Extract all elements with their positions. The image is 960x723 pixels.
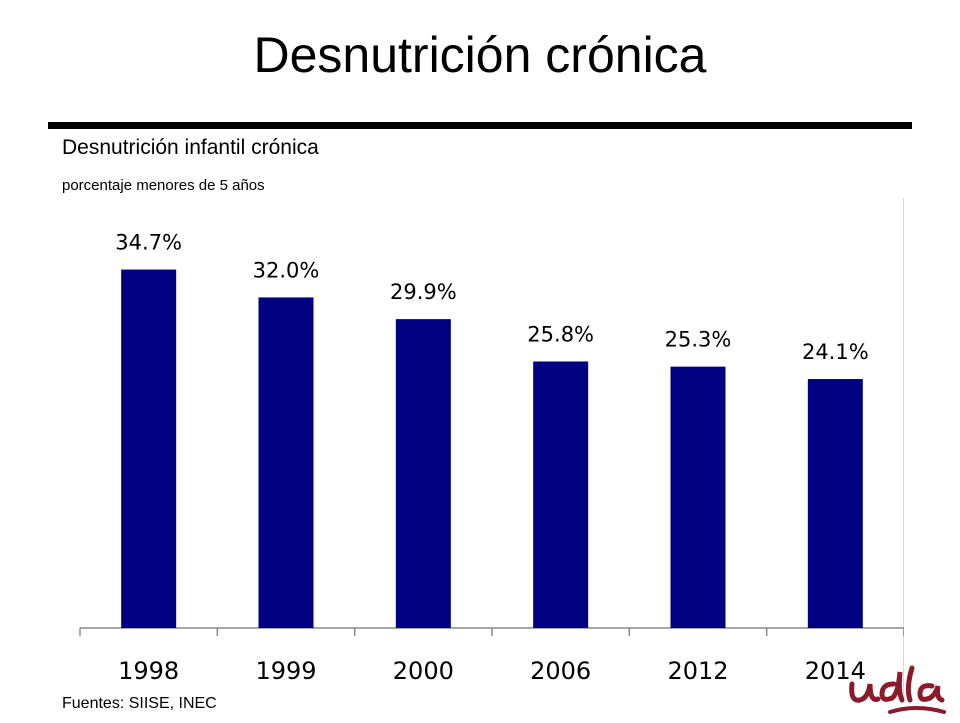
x-tick-label: 2014 xyxy=(805,657,866,685)
slide-title: Desnutrición crónica xyxy=(253,27,707,83)
title-divider xyxy=(48,122,912,129)
x-tick-label: 2006 xyxy=(530,657,591,685)
data-label: 25.3% xyxy=(665,328,732,352)
chart-subtitle: porcentaje menores de 5 años xyxy=(62,177,265,194)
source-note: Fuentes: SIISE, INEC xyxy=(62,695,217,712)
data-label: 34.7% xyxy=(115,231,182,255)
bar-1999 xyxy=(258,297,314,628)
bar-1998 xyxy=(121,269,177,628)
bar-2014 xyxy=(807,379,863,628)
x-tick-label: 2012 xyxy=(667,657,728,685)
x-tick-label: 1999 xyxy=(255,657,316,685)
data-label: 25.8% xyxy=(527,322,594,346)
data-label: 29.9% xyxy=(390,280,457,304)
bar-2006 xyxy=(533,361,589,628)
udla-logo-icon xyxy=(846,662,946,723)
bar-chart: 34.7% 1998 32.0% 1999 29.9% 2000 25.8% 2006 25.3… xyxy=(79,231,904,685)
data-label: 32.0% xyxy=(253,258,320,282)
chart-title: Desnutrición infantil crónica xyxy=(62,136,319,159)
bar-2000 xyxy=(395,319,451,628)
x-tick-label: 1998 xyxy=(118,657,179,685)
data-label: 24.1% xyxy=(802,340,869,364)
x-tick-label: 2000 xyxy=(393,657,454,685)
bar-2012 xyxy=(670,366,726,628)
chart-area: 34.7% 1998 32.0% 1999 29.9% 2000 25.8% 2006 25.3… xyxy=(52,198,904,698)
